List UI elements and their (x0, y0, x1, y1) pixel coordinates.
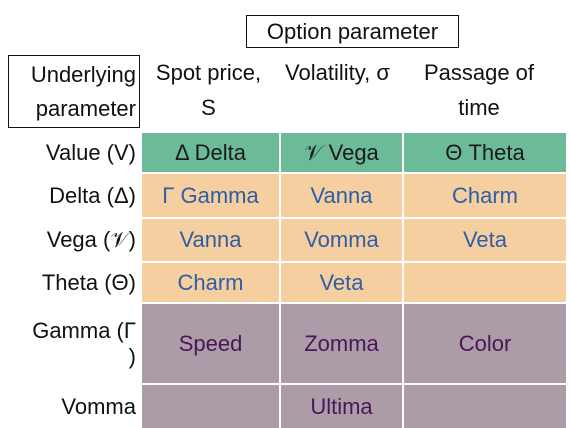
column-header: Passage of time (398, 55, 560, 130)
row-label: Vega (𝒱) (46, 227, 136, 252)
greek-cell: Zomma (281, 304, 402, 383)
greek-cell (404, 385, 566, 428)
row-label: Gamma (Γ ) (32, 317, 136, 369)
row-label-cell: Value (V) (0, 133, 140, 172)
option-parameter-title: Option parameter (246, 15, 459, 48)
greek-cell: Speed (142, 304, 279, 383)
column-header: Volatility, σ (277, 55, 398, 130)
greek-cell: 𝒱 Vega (281, 133, 402, 172)
greek-cell: Charm (404, 174, 566, 217)
row-label: Theta (Θ) (41, 269, 136, 295)
row-label-cell: Vega (𝒱) (0, 219, 140, 261)
row-label: Vomma (61, 393, 136, 419)
greek-cell: Vomma (281, 219, 402, 261)
column-header-text: Spot price, S (155, 60, 262, 120)
greek-cell: Color (404, 304, 566, 383)
greek-cell: Vanna (281, 174, 402, 217)
greek-cell: Veta (281, 263, 402, 302)
underlying-parameter-header: Underlying parameter (8, 55, 140, 128)
greek-cell: Veta (404, 219, 566, 261)
column-header-text: Volatility, σ (285, 60, 390, 85)
greek-cell: Vanna (142, 219, 279, 261)
row-label-cell: Theta (Θ) (0, 263, 140, 302)
row-label: Delta (Δ) (49, 182, 136, 208)
row-label: Value (V) (45, 139, 136, 165)
greek-cell (404, 263, 566, 302)
row-label-cell: Vomma (0, 385, 140, 428)
greek-cell: Δ Delta (142, 133, 279, 172)
column-header: Spot price, S (140, 55, 277, 130)
greek-cell (142, 385, 279, 428)
greek-cell: Ultima (281, 385, 402, 428)
greek-cell: Charm (142, 263, 279, 302)
greek-cell: Γ Gamma (142, 174, 279, 217)
row-label-cell: Delta (Δ) (0, 174, 140, 217)
greek-cell: Θ Theta (404, 133, 566, 172)
column-header-text: Passage of time (423, 60, 535, 120)
row-label-cell: Gamma (Γ ) (0, 304, 140, 383)
greeks-table: Value (V) Δ Delta 𝒱 Vega Θ Theta Delta (Δ) Γ … (0, 133, 566, 428)
